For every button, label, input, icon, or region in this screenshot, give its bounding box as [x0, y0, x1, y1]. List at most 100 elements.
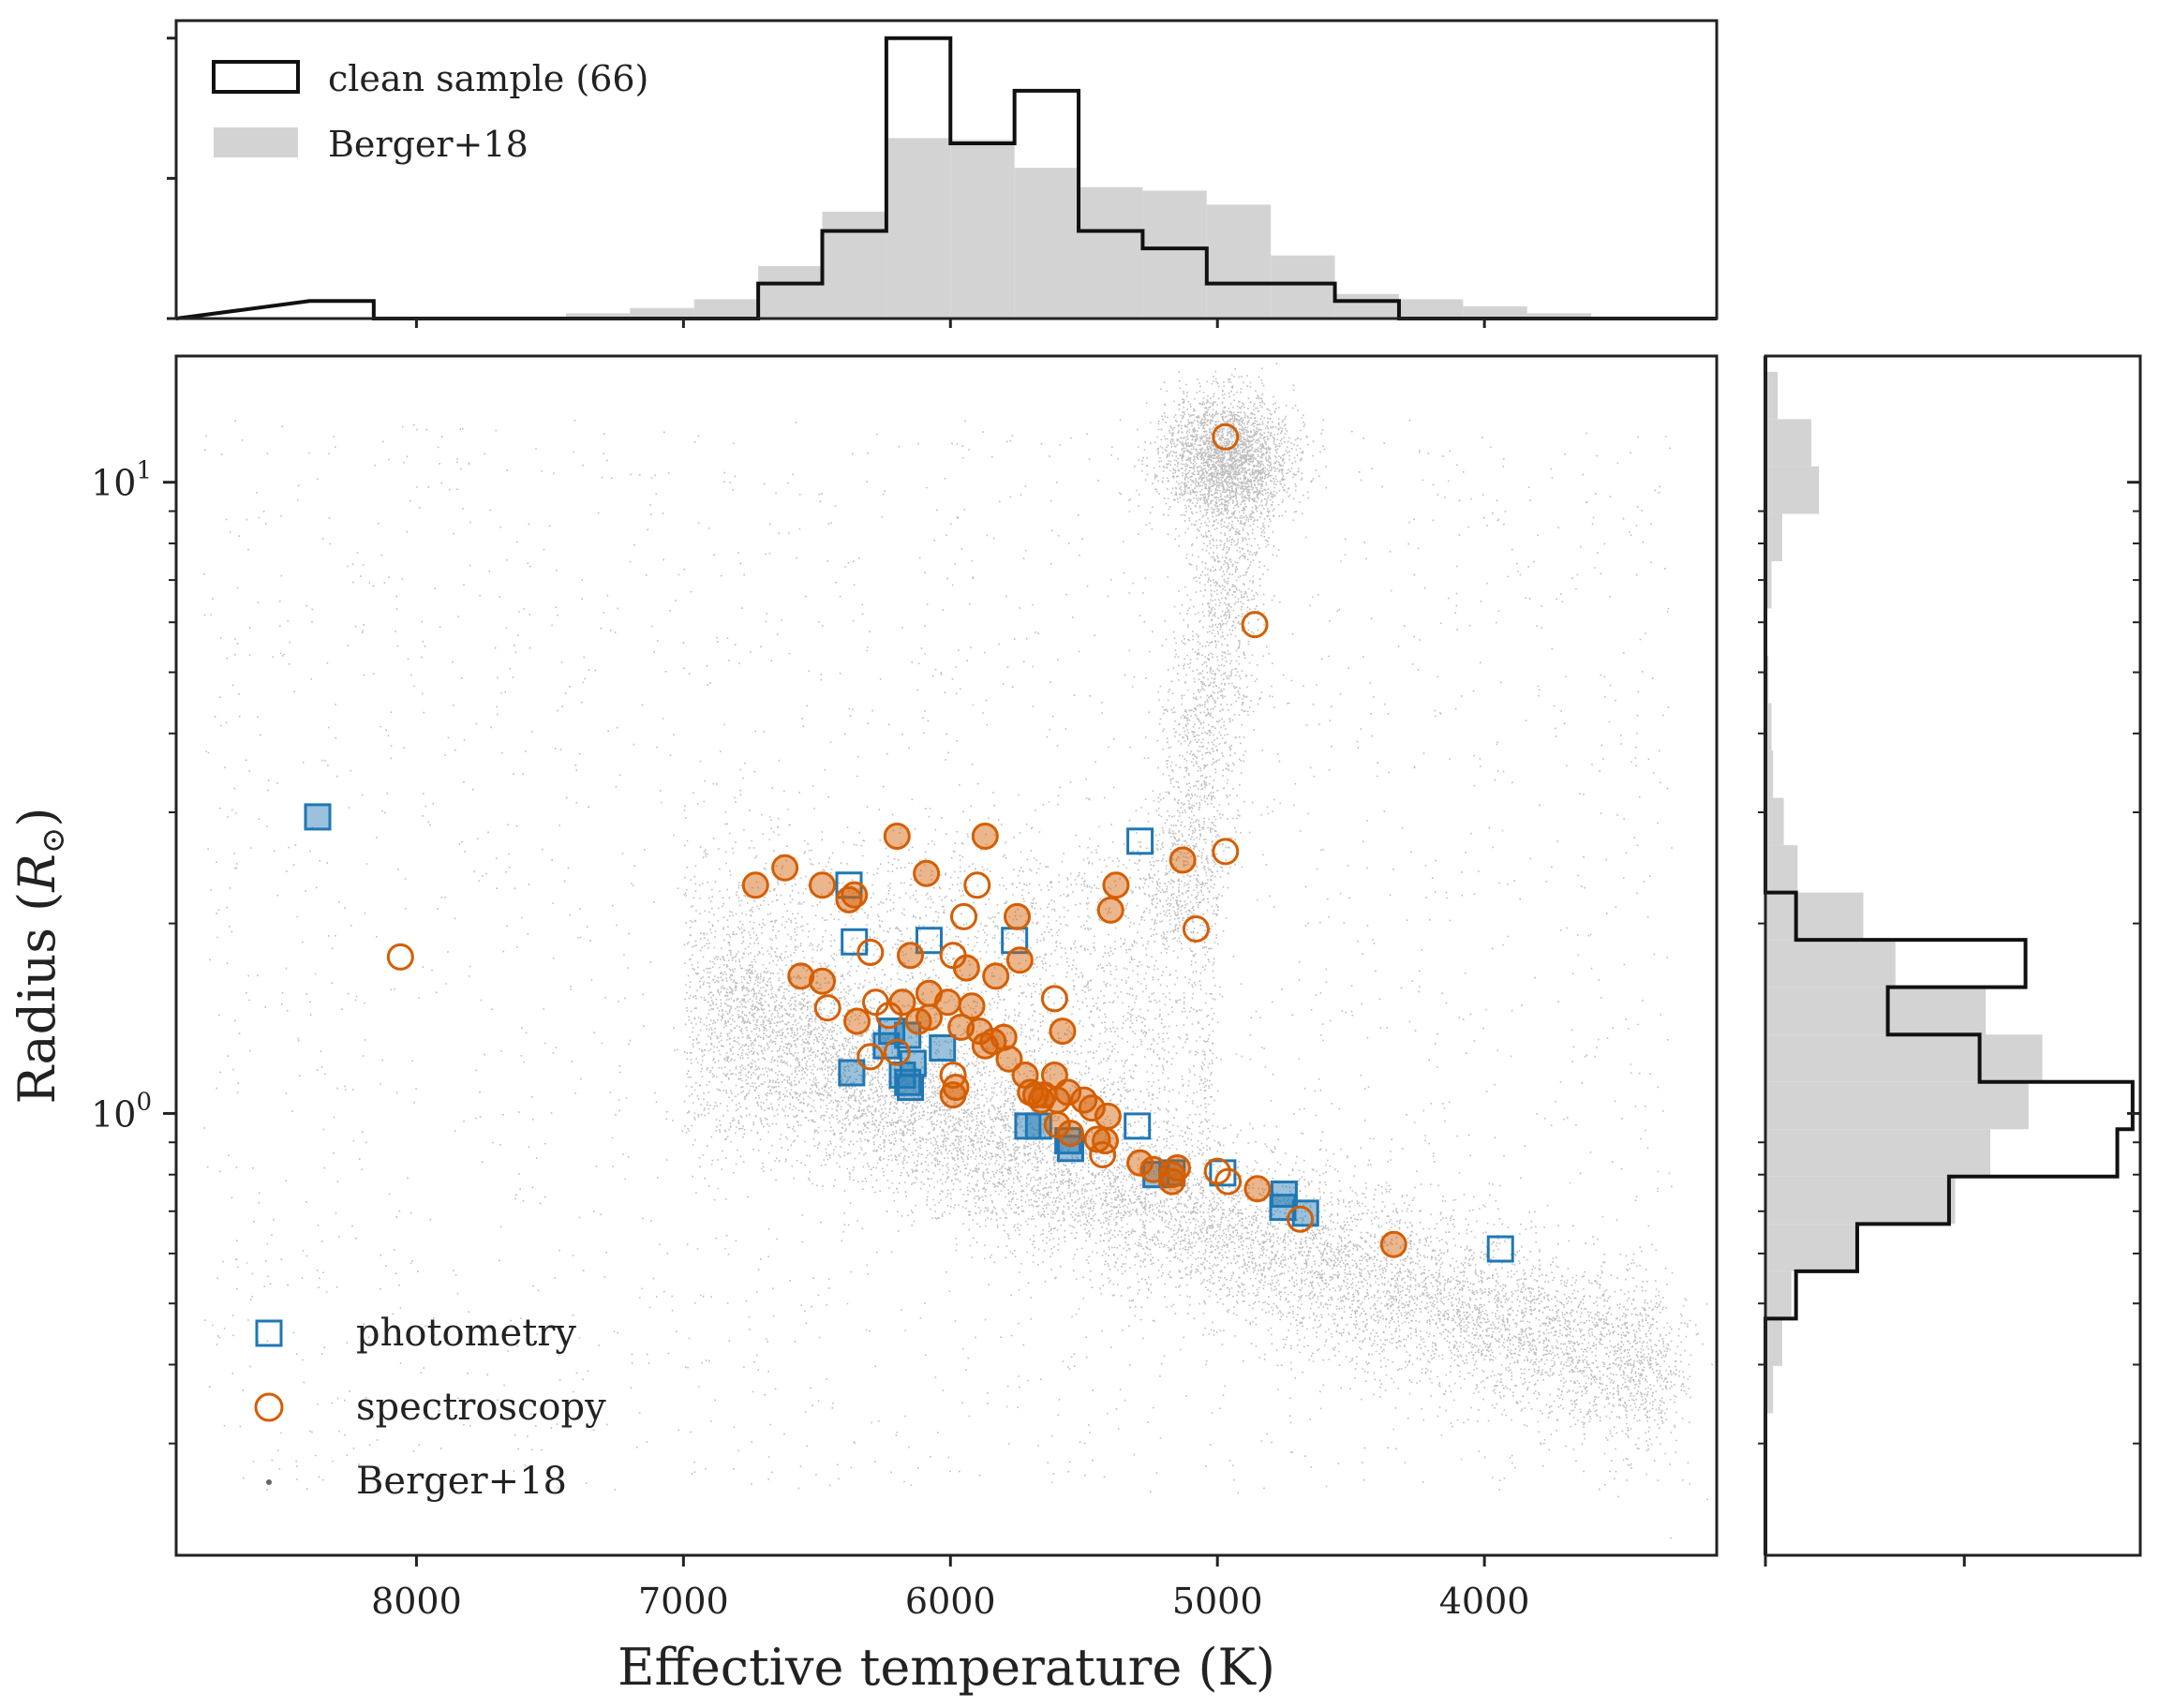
main-scatter: 8000 7000 6000 5000 4000 100 101 Effective tem… — [7, 354, 1719, 1697]
legend-berger-scatter-label: Berger+18 — [356, 1460, 567, 1503]
right-berger-bar — [1765, 560, 1772, 609]
spectroscopy-point — [1096, 896, 1124, 924]
spectroscopy-point — [1040, 985, 1068, 1013]
right-berger-bar — [1765, 513, 1782, 561]
photometry-point — [1124, 1112, 1152, 1140]
spectroscopy-point — [1169, 846, 1197, 874]
photometry-point — [1126, 827, 1154, 855]
spectroscopy-point — [915, 1003, 943, 1032]
spectroscopy-point — [1158, 1161, 1186, 1189]
spectroscopy-point — [979, 1028, 1007, 1056]
y-tick-label: 101 — [91, 457, 152, 504]
spectroscopy-point — [982, 962, 1010, 990]
right-histogram — [1758, 354, 2142, 1567]
spectroscopy-point — [875, 1002, 903, 1030]
spectroscopy-point — [1078, 1094, 1106, 1122]
spectroscopy-point — [1243, 1175, 1272, 1203]
x-tick-label: 4000 — [1439, 1581, 1530, 1622]
x-axis-label: Effective temperature (K) — [618, 1638, 1275, 1697]
berger-dots — [203, 363, 1713, 1539]
right-berger-bar — [1765, 1034, 2043, 1082]
photometry-point — [1056, 1135, 1084, 1163]
spectroscopy-point — [1126, 1149, 1154, 1177]
spectroscopy-point — [897, 942, 925, 970]
top-berger-bar — [1079, 186, 1143, 319]
spectroscopy-point — [939, 1062, 967, 1090]
spectroscopy-point — [1102, 871, 1130, 899]
right-berger-bar — [1765, 466, 1820, 514]
top-berger-bar — [1271, 255, 1335, 319]
top-histogram: clean sample (66) Berger+18 — [167, 19, 1719, 328]
y-axis-label-text: Radius ( — [7, 892, 67, 1105]
spectroscopy-point — [1049, 1017, 1077, 1046]
x-tick-label: 8000 — [371, 1581, 462, 1622]
right-berger-bar — [1765, 1129, 1990, 1177]
spectroscopy-point — [809, 871, 837, 899]
top-ticks — [167, 37, 1486, 328]
top-berger-bar — [1014, 168, 1080, 319]
spectroscopy-point — [952, 954, 980, 982]
spectroscopy-point — [1056, 1120, 1084, 1148]
x-tick-label: 7000 — [638, 1581, 729, 1622]
spectroscopy-point — [386, 943, 414, 971]
top-berger-bar — [1526, 313, 1592, 319]
top-frame — [174, 19, 1719, 320]
spectroscopy-point — [1004, 902, 1032, 930]
top-berger-bar — [950, 140, 1015, 319]
legend-photometry-label: photometry — [356, 1312, 576, 1355]
right-berger-bar — [1765, 940, 1896, 988]
spectroscopy-point — [1379, 1230, 1407, 1258]
spectroscopy-point — [1089, 1141, 1117, 1169]
photometry-point — [1269, 1194, 1297, 1222]
right-berger-bar — [1765, 419, 1811, 467]
spectroscopy-point — [1214, 1167, 1243, 1196]
photometry-point — [1486, 1235, 1514, 1263]
photometry-point — [1014, 1112, 1042, 1140]
x-tick-label: 6000 — [905, 1581, 996, 1622]
legend-berger-marker — [266, 1479, 272, 1485]
photometry-point — [915, 927, 943, 955]
spectroscopy-point — [1287, 1205, 1315, 1233]
legend-berger-swatch — [214, 127, 298, 157]
top-berger-bar — [1398, 299, 1464, 319]
spectroscopy-point — [950, 902, 978, 930]
top-berger-bar — [1206, 204, 1272, 319]
spectroscopy-point — [813, 994, 841, 1022]
spectroscopy-point — [1158, 1167, 1186, 1196]
top-berger-bar — [886, 138, 951, 319]
spectroscopy-point — [856, 1043, 885, 1071]
right-berger-bar — [1765, 1176, 1956, 1225]
photometry-point — [897, 1074, 925, 1102]
main-frame — [174, 354, 1719, 1557]
y-tick-label: 100 — [91, 1088, 152, 1135]
top-berger-bar — [1334, 293, 1399, 319]
spectroscopy-point — [809, 967, 837, 995]
top-berger-bar — [565, 313, 631, 319]
spectroscopy-point — [841, 881, 869, 909]
spectroscopy-point — [856, 938, 885, 966]
y-axis-label: Radius (R⊙) — [7, 808, 72, 1105]
spectroscopy-point — [939, 1081, 967, 1109]
y-axis-label-close: ) — [7, 808, 67, 827]
spectroscopy-point — [1043, 1110, 1071, 1138]
spectroscopy-point — [1054, 1078, 1082, 1106]
legend-photometry-marker — [255, 1319, 283, 1347]
spectroscopy-point — [995, 1045, 1023, 1073]
top-legend: clean sample (66) Berger+18 — [212, 58, 648, 165]
legend-berger-label: Berger+18 — [328, 124, 529, 165]
right-hist-berger — [1765, 371, 2043, 1414]
spectroscopy-point — [861, 988, 889, 1017]
y-axis-label-symbol: R — [7, 854, 67, 893]
top-berger-bar — [1142, 190, 1207, 319]
scatter-points — [304, 423, 1514, 1263]
top-hist-berger — [501, 138, 1592, 319]
right-berger-bar — [1765, 1224, 1857, 1271]
right-berger-bar — [1765, 371, 1779, 420]
top-berger-bar — [630, 307, 694, 319]
spectroscopy-point — [787, 962, 815, 990]
spectroscopy-point — [913, 859, 941, 887]
right-berger-bar — [1765, 750, 1774, 798]
right-berger-bar — [1765, 1365, 1774, 1414]
spectroscopy-point — [1212, 838, 1240, 866]
right-ticks — [1758, 481, 2140, 1567]
